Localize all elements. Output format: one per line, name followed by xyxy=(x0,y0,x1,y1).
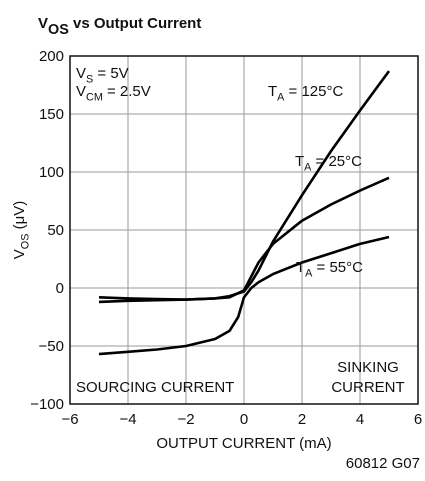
series-line xyxy=(98,235,390,356)
annotation-sub: S xyxy=(86,74,93,86)
annotation-sub: A xyxy=(304,162,312,174)
annotation-part: SINKING xyxy=(337,359,399,376)
x-axis-label: OUTPUT CURRENT (mA) xyxy=(156,435,331,452)
y-tick-label: 50 xyxy=(47,222,64,239)
y-tick-label: 0 xyxy=(56,280,64,297)
y-axis-label-sub: OS xyxy=(20,234,32,250)
x-tick-label: −4 xyxy=(119,411,136,428)
annotation: TA = 125°C xyxy=(268,83,343,104)
annotation: SOURCING CURRENT xyxy=(76,379,234,396)
annotation: TA = 55°C xyxy=(296,259,363,280)
annotation-part: V xyxy=(76,65,86,82)
annotation-part: = 55°C xyxy=(312,259,363,276)
annotation-part: T xyxy=(296,259,305,276)
annotation-part: CURRENT xyxy=(331,379,404,396)
chart-title-part: V xyxy=(38,15,48,32)
annotation-part: T xyxy=(295,153,304,170)
chart-title: VOS vs Output Current xyxy=(38,15,201,38)
chart-title-sub: OS xyxy=(48,22,69,38)
x-tick-label: 0 xyxy=(240,411,248,428)
annotation-sub: A xyxy=(277,92,285,104)
annotation: CURRENT xyxy=(331,379,404,396)
series-line xyxy=(98,176,390,301)
chart-title-part: vs Output Current xyxy=(69,15,202,32)
annotation-part: V xyxy=(76,83,86,100)
annotation-part: = 25°C xyxy=(311,153,362,170)
annotation-part: = 5V xyxy=(93,65,128,82)
annotation: VCM = 2.5V xyxy=(76,83,151,104)
x-tick-label: 6 xyxy=(414,411,422,428)
annotation: TA = 25°C xyxy=(295,153,362,174)
annotation-part: T xyxy=(268,83,277,100)
annotation-sub: CM xyxy=(86,92,103,104)
y-axis-label: VOS (μV) xyxy=(11,201,32,259)
x-tick-label: 4 xyxy=(356,411,364,428)
y-tick-label: 200 xyxy=(39,48,64,65)
plot-frame xyxy=(69,55,419,405)
x-tick-label: −2 xyxy=(177,411,194,428)
y-tick-label: 100 xyxy=(39,164,64,181)
annotation-part: = 125°C xyxy=(284,83,343,100)
annotation: SINKING xyxy=(337,359,399,376)
y-tick-label: −50 xyxy=(39,338,64,355)
x-tick-label: −6 xyxy=(61,411,78,428)
annotation-part: = 2.5V xyxy=(103,83,151,100)
annotation-part: SOURCING CURRENT xyxy=(76,379,234,396)
y-axis-label-part: V xyxy=(11,249,28,259)
x-tick-label: 2 xyxy=(298,411,306,428)
annotation: VS = 5V xyxy=(76,65,129,86)
y-tick-label: −100 xyxy=(30,396,64,413)
annotation-sub: A xyxy=(305,268,313,280)
y-tick-label: 150 xyxy=(39,106,64,123)
y-axis-label-part: (μV) xyxy=(11,201,28,234)
footnote: 60812 G07 xyxy=(346,455,420,472)
